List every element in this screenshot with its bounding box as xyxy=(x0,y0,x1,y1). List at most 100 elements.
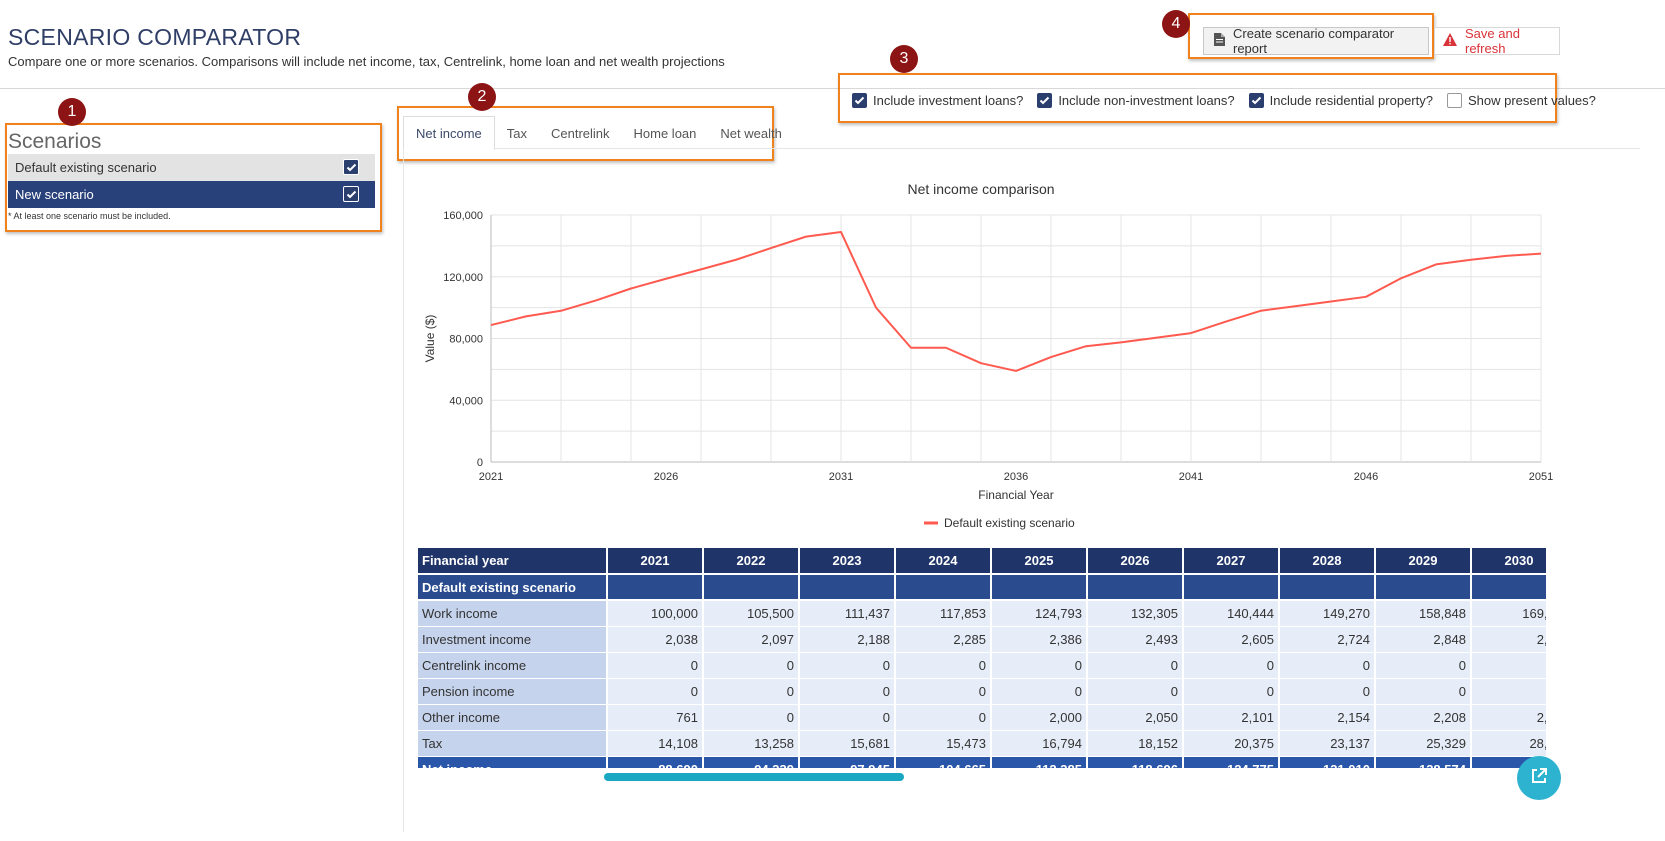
table-cell: 111,437 xyxy=(798,600,896,627)
group-cell xyxy=(990,574,1088,601)
checkbox-checked-icon[interactable] xyxy=(852,92,867,108)
column-header-year: 2030 xyxy=(1470,548,1546,575)
highlight-box-scenarios xyxy=(5,123,382,232)
table-cell: 117,853 xyxy=(894,600,992,627)
table-cell: 0 xyxy=(702,704,800,731)
row-label: Investment income xyxy=(418,626,608,653)
table-cell: 0 xyxy=(1182,652,1280,679)
x-tick-label: 2031 xyxy=(829,471,853,483)
table-cell: 0 xyxy=(894,678,992,705)
table-cell: 2,000 xyxy=(990,704,1088,731)
x-tick-label: 2036 xyxy=(1004,471,1028,483)
marker-2: 2 xyxy=(468,83,496,111)
table-cell: 100,000 xyxy=(606,600,704,627)
checkbox-checked-icon[interactable] xyxy=(343,159,359,175)
option-label: Show present values? xyxy=(1467,92,1596,108)
table-cell: 14,108 xyxy=(606,730,704,757)
open-external-button[interactable] xyxy=(1517,756,1561,800)
scenario-row-default[interactable]: Default existing scenario xyxy=(8,154,375,181)
y-axis-label: Value ($) xyxy=(423,315,437,363)
create-report-button[interactable]: Create scenario comparator report xyxy=(1203,26,1429,56)
external-link-icon xyxy=(1530,767,1548,790)
tab-tax[interactable]: Tax xyxy=(506,125,527,141)
option-label: Include residential property? xyxy=(1269,92,1433,108)
warning-icon xyxy=(1443,33,1457,49)
table-cell: 0 xyxy=(702,652,800,679)
table-cell: 104,665 xyxy=(894,756,992,768)
table-cell: 0 xyxy=(1374,678,1472,705)
table-cell: 124,793 xyxy=(990,600,1088,627)
table-cell: 15,473 xyxy=(894,730,992,757)
checkbox-checked-icon[interactable] xyxy=(1037,92,1053,108)
table-cell: 158,848 xyxy=(1374,600,1472,627)
series-line-default-existing-scenario xyxy=(490,230,1542,372)
table-cell: 88,690 xyxy=(606,756,704,768)
net-income-chart: 0 40,000 80,000 120,000 160,000 2021 2026 2031 2… xyxy=(423,181,1553,530)
table-cell: 138,574 xyxy=(1374,756,1472,768)
tab-home-loan[interactable]: Home loan xyxy=(633,125,697,141)
table-cell: 2,493 xyxy=(1086,626,1184,653)
save-refresh-button[interactable]: Save and refresh xyxy=(1434,26,1560,56)
table-cell: 2,208 xyxy=(1374,704,1472,731)
tab-net-income[interactable]: Net income xyxy=(403,116,495,150)
row-label: Net income xyxy=(418,756,608,768)
option-show-present-values[interactable]: Show present values? xyxy=(1446,92,1596,108)
document-icon xyxy=(1214,33,1225,49)
group-cell xyxy=(1182,574,1280,601)
chart-title: Net income comparison xyxy=(907,181,1054,197)
row-label: Other income xyxy=(418,704,608,731)
marker-4: 4 xyxy=(1162,10,1190,38)
table-cell: 18,152 xyxy=(1086,730,1184,757)
option-include-residential-property[interactable]: Include residential property? xyxy=(1248,92,1433,108)
table-row: Work income 100,000 105,500 111,437 117,853 1… xyxy=(418,600,1546,627)
table-cell: 2,038 xyxy=(606,626,704,653)
table-cell: 118,696 xyxy=(1086,756,1184,768)
group-cell xyxy=(1086,574,1184,601)
table-cell: 15,681 xyxy=(798,730,896,757)
table-row: Centrelink income 0 0 0 0 0 0 0 0 0 xyxy=(418,652,1546,679)
tab-net-wealth[interactable]: Net wealth xyxy=(720,125,782,141)
column-header-year: 2023 xyxy=(798,548,896,575)
checkbox-unchecked-icon[interactable] xyxy=(1446,92,1462,108)
table-row: Other income 761 0 0 0 2,000 2,050 2,101 2,154 2,… xyxy=(418,704,1546,731)
table-cell: 132,305 xyxy=(1086,600,1184,627)
y-tick-label: 40,000 xyxy=(449,395,483,407)
table-cell: 112,385 xyxy=(990,756,1088,768)
table-cell: 94,339 xyxy=(702,756,800,768)
table-cell xyxy=(1470,652,1546,679)
table-cell: 0 xyxy=(894,704,992,731)
legend-label: Default existing scenario xyxy=(944,516,1075,530)
option-include-investment-loans[interactable]: Include investment loans? xyxy=(852,92,1023,108)
x-tick-label: 2051 xyxy=(1529,471,1553,483)
table-cell: 97,945 xyxy=(798,756,896,768)
group-cell xyxy=(894,574,992,601)
horizontal-scrollbar[interactable] xyxy=(604,773,904,781)
scenario-row-new[interactable]: New scenario xyxy=(8,181,375,208)
table-cell: 2,848 xyxy=(1374,626,1472,653)
option-include-non-investment-loans[interactable]: Include non-investment loans? xyxy=(1037,92,1235,108)
checkbox-checked-icon[interactable] xyxy=(1248,92,1264,108)
option-label: Include non-investment loans? xyxy=(1058,92,1235,108)
table-cell: 131,010 xyxy=(1278,756,1376,768)
save-refresh-label: Save and refresh xyxy=(1465,26,1520,56)
column-header-year: 2027 xyxy=(1182,548,1280,575)
tab-centrelink[interactable]: Centrelink xyxy=(550,125,610,141)
table-cell: 0 xyxy=(1374,652,1472,679)
table-row: Investment income 2,038 2,097 2,188 2,285 2,3… xyxy=(418,626,1546,653)
marker-3: 3 xyxy=(890,45,918,73)
table-cell: 0 xyxy=(1086,652,1184,679)
table-cell: 0 xyxy=(1182,678,1280,705)
column-header-year: 2024 xyxy=(894,548,992,575)
column-header-year: 2021 xyxy=(606,548,704,575)
group-label: Default existing scenario xyxy=(418,574,608,601)
table-cell: 2,050 xyxy=(1086,704,1184,731)
table-cell: 761 xyxy=(606,704,704,731)
table-cell: 2,724 xyxy=(1278,626,1376,653)
row-label: Centrelink income xyxy=(418,652,608,679)
table-cell: 149,270 xyxy=(1278,600,1376,627)
checkbox-checked-icon[interactable] xyxy=(343,186,359,202)
group-cell xyxy=(1278,574,1376,601)
table-cell: 2,285 xyxy=(894,626,992,653)
x-axis-label: Financial Year xyxy=(978,488,1053,502)
marker-1: 1 xyxy=(58,98,86,126)
